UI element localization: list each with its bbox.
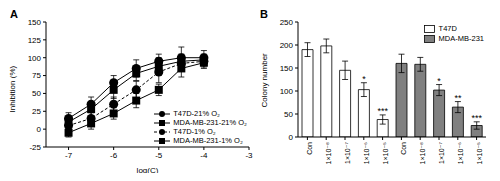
svg-text:Inhibition (%): Inhibition (%) — [8, 65, 17, 112]
svg-text:Colony number: Colony number — [260, 53, 269, 108]
svg-text:*: * — [362, 74, 366, 84]
svg-text:200: 200 — [280, 41, 294, 50]
svg-text:50: 50 — [284, 110, 293, 119]
svg-text:1×10⁻⁶: 1×10⁻⁶ — [457, 142, 464, 164]
svg-text:-4: -4 — [200, 151, 208, 160]
svg-text:1×10⁻⁶: 1×10⁻⁶ — [363, 142, 370, 164]
svg-text:-5: -5 — [155, 151, 163, 160]
svg-text:100: 100 — [280, 87, 294, 96]
svg-text:75: 75 — [32, 71, 41, 80]
html-text:B: B — [260, 8, 268, 20]
svg-text:log(C): log(C) — [137, 166, 159, 173]
svg-text:0: 0 — [37, 125, 42, 134]
svg-text:1×10⁻⁸: 1×10⁻⁸ — [419, 142, 426, 164]
svg-text:250: 250 — [280, 18, 294, 27]
svg-text:1×10⁻⁷: 1×10⁻⁷ — [438, 142, 445, 164]
html-text:MDA-MB-231-1% O₂: MDA-MB-231-1% O₂ — [173, 136, 243, 145]
svg-text:***: *** — [377, 106, 388, 116]
svg-text:150: 150 — [28, 18, 42, 27]
svg-text:-6: -6 — [110, 151, 118, 160]
html-text:MDA-MB-231: MDA-MB-231 — [438, 34, 484, 43]
svg-text:-25: -25 — [29, 143, 41, 152]
svg-text:25: 25 — [32, 107, 41, 116]
svg-text:0: 0 — [289, 133, 294, 142]
svg-text:-3: -3 — [245, 151, 253, 160]
html-text:T47D-21% O₂: T47D-21% O₂ — [173, 109, 220, 118]
svg-text:Con: Con — [400, 142, 407, 155]
svg-text:125: 125 — [28, 36, 42, 45]
svg-text:1×10⁻⁵: 1×10⁻⁵ — [476, 142, 483, 164]
svg-text:*: * — [437, 76, 441, 86]
html-text:A: A — [10, 8, 18, 20]
svg-text:50: 50 — [32, 89, 41, 98]
svg-text:100: 100 — [28, 54, 42, 63]
svg-text:***: *** — [471, 113, 482, 123]
svg-text:1×10⁻⁸: 1×10⁻⁸ — [325, 142, 332, 164]
svg-text:1×10⁻⁵: 1×10⁻⁵ — [382, 142, 389, 164]
svg-text:-7: -7 — [65, 151, 73, 160]
svg-text:**: ** — [454, 93, 462, 103]
svg-text:150: 150 — [280, 64, 294, 73]
html-text:MDA-MB-231-21% O₂: MDA-MB-231-21% O₂ — [173, 118, 247, 127]
html-text:T47D-1% O₂: T47D-1% O₂ — [173, 127, 216, 136]
svg-text:Con: Con — [306, 142, 313, 155]
svg-text:1×10⁻⁷: 1×10⁻⁷ — [344, 142, 351, 164]
html-text:T47D: T47D — [438, 24, 457, 33]
